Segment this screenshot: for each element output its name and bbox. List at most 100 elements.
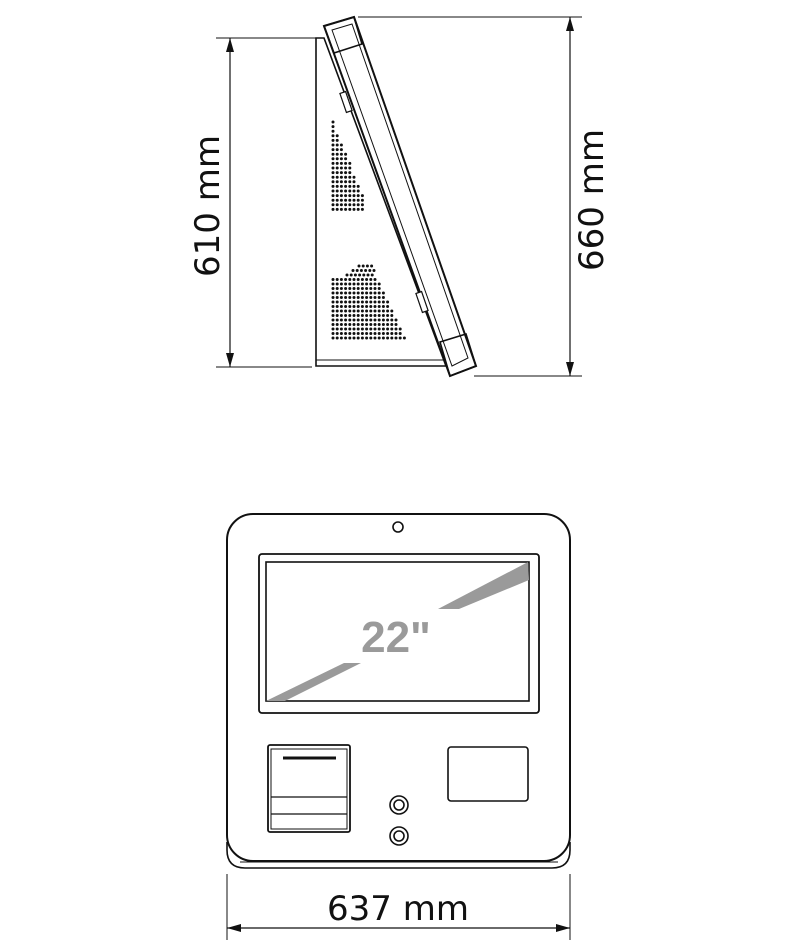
- vent-hole: [331, 148, 335, 152]
- vent-hole: [390, 332, 394, 335]
- vent-hole: [335, 134, 339, 138]
- vent-hole: [377, 305, 381, 308]
- vent-hole: [339, 332, 343, 335]
- vent-hole: [373, 318, 377, 322]
- vent-hole: [348, 309, 352, 313]
- vent-hole: [369, 278, 373, 281]
- vent-hole: [370, 273, 374, 277]
- vent-hole: [352, 278, 356, 281]
- vent-hole: [373, 291, 377, 295]
- vent-hole: [360, 282, 364, 286]
- vent-hole: [369, 282, 373, 286]
- dimension-label-610: 610 mm: [188, 135, 228, 277]
- vent-hole: [335, 189, 339, 193]
- vent-hole: [356, 207, 360, 211]
- vent-hole: [348, 203, 352, 207]
- vent-hole: [348, 161, 352, 165]
- screen-size-label: 22": [361, 613, 431, 662]
- vent-hole: [352, 332, 356, 335]
- vent-hole: [369, 305, 373, 308]
- vent-hole: [373, 296, 377, 299]
- vent-hole: [344, 203, 348, 207]
- vent-hole: [372, 269, 376, 272]
- vent-hole: [344, 314, 348, 317]
- vent-hole: [373, 287, 377, 290]
- vent-hole: [394, 336, 398, 340]
- vent-hole: [331, 134, 335, 138]
- vent-hole: [369, 291, 373, 295]
- vent-hole: [344, 332, 348, 335]
- vent-hole: [331, 120, 335, 124]
- vent-hole: [348, 180, 352, 184]
- vent-hole: [352, 318, 356, 322]
- vent-hole: [344, 184, 348, 188]
- vent-hole: [369, 323, 373, 326]
- vent-hole: [356, 184, 360, 188]
- push-button-upper: [389, 795, 409, 815]
- vent-hole: [365, 309, 369, 313]
- vent-hole: [365, 305, 369, 308]
- dimension-610: [216, 37, 316, 368]
- vent-hole: [381, 336, 385, 340]
- vent-hole: [377, 296, 381, 299]
- side-housing: [315, 37, 448, 367]
- vent-hole: [352, 184, 356, 188]
- vent-hole: [339, 296, 343, 299]
- vent-hole: [373, 314, 377, 317]
- vent-hole: [356, 198, 360, 202]
- vent-hole: [381, 296, 385, 299]
- vent-hole: [344, 161, 348, 165]
- vent-hole: [348, 194, 352, 198]
- vent-hole: [356, 318, 360, 322]
- vent-hole: [356, 189, 360, 193]
- dimension-660: [358, 16, 582, 377]
- vent-hole: [339, 336, 343, 340]
- vent-hole: [331, 143, 335, 147]
- vent-hole: [335, 309, 339, 313]
- vent-hole: [381, 291, 385, 295]
- vent-hole: [377, 336, 381, 340]
- vent-hole: [373, 336, 377, 340]
- vent-hole: [339, 327, 343, 331]
- vent-hole: [377, 327, 381, 331]
- vent-hole: [365, 291, 369, 295]
- vent-hole: [344, 291, 348, 295]
- vent-hole: [348, 314, 352, 317]
- vent-hole: [352, 305, 356, 308]
- vent-hole: [331, 198, 335, 202]
- vent-hole: [339, 175, 343, 179]
- vent-hole: [373, 327, 377, 331]
- vent-hole: [360, 327, 364, 331]
- vent-hole: [335, 300, 339, 304]
- vent-hole: [348, 175, 352, 179]
- vent-hole: [398, 332, 402, 335]
- vent-hole: [348, 166, 352, 170]
- vent-hole: [348, 291, 352, 295]
- vent-hole: [360, 194, 364, 198]
- card-reader-window: [447, 746, 529, 802]
- vent-hole: [331, 175, 335, 179]
- vent-hole: [348, 323, 352, 326]
- vent-hole: [344, 287, 348, 290]
- vent-hole: [360, 332, 364, 335]
- vent-hole: [331, 296, 335, 299]
- vent-hole: [352, 300, 356, 304]
- vent-hole: [331, 157, 335, 161]
- vent-hole: [344, 171, 348, 175]
- vent-hole: [335, 152, 339, 156]
- vent-hole: [344, 323, 348, 326]
- front-view: 22" 637 mm: [226, 513, 571, 940]
- vent-hole: [366, 273, 370, 277]
- vent-hole: [335, 166, 339, 170]
- vent-hole: [331, 278, 335, 281]
- vent-hole: [339, 152, 343, 156]
- vent-hole: [356, 282, 360, 286]
- vent-hole: [360, 291, 364, 295]
- vent-hole: [335, 332, 339, 335]
- vent-hole: [360, 198, 364, 202]
- vent-hole: [360, 300, 364, 304]
- vent-hole: [352, 198, 356, 202]
- vent-hole: [352, 327, 356, 331]
- vent-hole: [331, 305, 335, 308]
